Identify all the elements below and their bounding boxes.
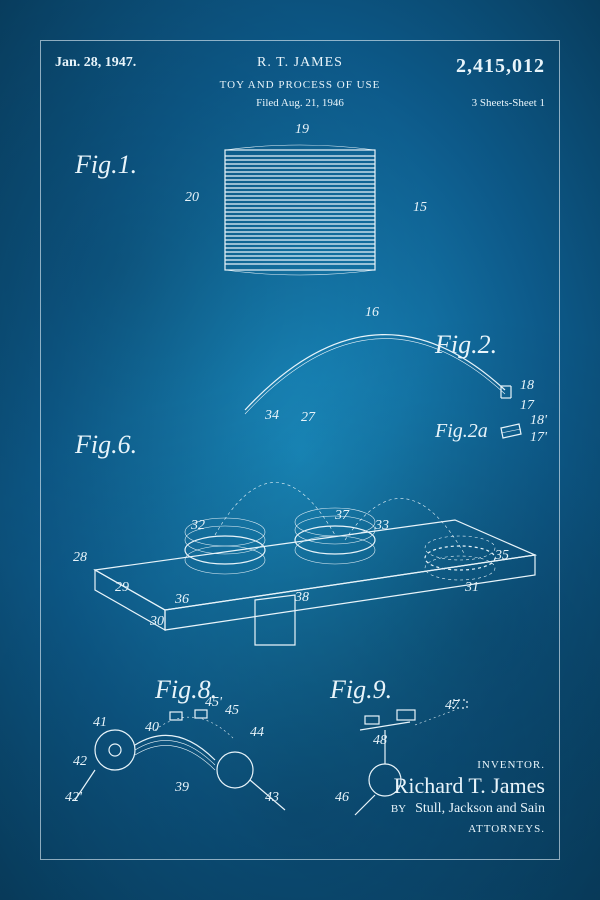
patent-number: 2,415,012 <box>456 55 545 78</box>
fig6-r36: 36 <box>175 592 189 608</box>
fig1-ref15: 15 <box>413 200 427 216</box>
fig1-label: Fig.1. <box>75 150 137 180</box>
inventor-short: R. T. JAMES <box>257 55 343 71</box>
fig8-r43: 43 <box>265 790 279 806</box>
fig8-r42p: 42' <box>65 790 82 806</box>
signature-block: INVENTOR. Richard T. James BY Stull, Jac… <box>391 759 545 835</box>
fig2-ref16: 16 <box>365 305 379 321</box>
fig8-r39: 39 <box>175 780 189 796</box>
fig6-drawing <box>65 400 545 650</box>
fig9-r48: 48 <box>373 733 387 749</box>
inventor-label: INVENTOR. <box>391 759 545 771</box>
fig6-r28: 28 <box>73 550 87 566</box>
fig1-ref20: 20 <box>185 190 199 206</box>
fig6-r27: 27 <box>301 410 315 426</box>
fig6-r35: 35 <box>495 548 509 564</box>
fig8-r40: 40 <box>145 720 159 736</box>
fig2-ref18: 18 <box>520 378 534 394</box>
inventor-signature: Richard T. James <box>391 773 545 799</box>
drawing-area: Fig.1. 19 20 15 Fig.2. <box>55 120 545 845</box>
fig8-drawing <box>65 680 325 820</box>
patent-title: TOY AND PROCESS OF USE <box>220 79 381 91</box>
fig6-r38: 38 <box>295 590 309 606</box>
fig6-r37: 37 <box>335 508 349 524</box>
fig6-r31: 31 <box>465 580 479 596</box>
fig6-r29: 29 <box>115 580 129 596</box>
sheet-count: 3 Sheets-Sheet 1 <box>472 97 545 109</box>
fig6-r33: 33 <box>375 518 389 534</box>
fig9-r47: 47 <box>445 698 459 714</box>
fig8-r42: 42 <box>73 754 87 770</box>
fig6-r30: 30 <box>150 614 164 630</box>
fig8-r45: 45 <box>225 703 239 719</box>
fig1-drawing <box>205 130 405 290</box>
fig8-r44: 44 <box>250 725 264 741</box>
fig8-r45p: 45' <box>205 695 222 711</box>
filed-date: Filed Aug. 21, 1946 <box>256 97 344 109</box>
patent-date: Jan. 28, 1947. <box>55 55 136 71</box>
attorneys-signature: Stull, Jackson and Sain <box>415 801 545 816</box>
fig1-ref19: 19 <box>295 122 309 138</box>
attorneys-label: ATTORNEYS. <box>391 823 545 835</box>
by-label: BY <box>391 803 406 815</box>
fig6-r32: 32 <box>191 518 205 534</box>
fig6-r34: 34 <box>265 408 279 424</box>
fig8-r41: 41 <box>93 715 107 731</box>
fig9-r46: 46 <box>335 790 349 806</box>
